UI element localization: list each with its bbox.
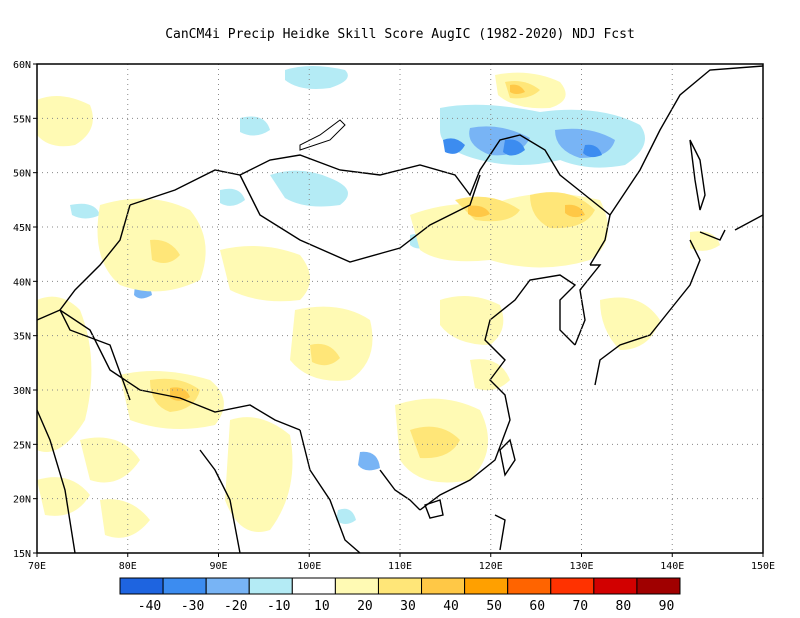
colorbar-label: 60 <box>529 599 545 614</box>
colorbar-swatch <box>464 577 509 595</box>
lat-tick-label: 60N <box>13 60 31 71</box>
map-gridlines <box>37 64 763 553</box>
lat-tick-label: 25N <box>13 440 31 451</box>
lon-tick-label: 100E <box>297 561 321 572</box>
colorbar-swatch <box>421 577 466 595</box>
lon-tick-label: 130E <box>569 561 593 572</box>
colorbar-swatch <box>507 577 552 595</box>
axis-ticks: 70E 80E 90E 100E 110E 120E 130E 140E 150E 15N 20N 2… <box>13 60 775 572</box>
colorbar-swatch <box>593 577 638 595</box>
lat-tick-label: 45N <box>13 223 31 234</box>
lat-tick-label: 15N <box>13 549 31 560</box>
colorbar-swatch <box>205 577 250 595</box>
colorbar-label: -40 <box>138 599 161 614</box>
colorbar-label: 50 <box>486 599 502 614</box>
lon-tick-label: 90E <box>209 561 227 572</box>
colorbar-label: 30 <box>400 599 416 614</box>
colorbar-label: -30 <box>181 599 204 614</box>
colorbar-swatch <box>248 577 293 595</box>
lat-tick-label: 20N <box>13 495 31 506</box>
colorbar-swatch <box>119 577 164 595</box>
colorbar-label: 20 <box>357 599 373 614</box>
chart-title: CanCM4i Precip Heidke Skill Score AugIC … <box>165 27 635 42</box>
colorbar-label: 80 <box>616 599 632 614</box>
lon-tick-label: 140E <box>660 561 684 572</box>
colorbar-label: -20 <box>224 599 247 614</box>
colorbar-label: 40 <box>443 599 459 614</box>
skill-score-shading <box>37 66 720 538</box>
lon-tick-label: 120E <box>479 561 503 572</box>
lat-tick-label: 50N <box>13 169 31 180</box>
lon-tick-label: 110E <box>388 561 412 572</box>
lat-tick-label: 35N <box>13 332 31 343</box>
colorbar-swatch <box>291 577 336 595</box>
lat-tick-label: 40N <box>13 277 31 288</box>
lon-tick-label: 70E <box>28 561 46 572</box>
colorbar-swatch <box>550 577 595 595</box>
colorbar: -40 -30 -20 -10 10 20 30 40 50 60 70 80 90 <box>119 577 681 614</box>
colorbar-label: 70 <box>572 599 588 614</box>
lat-tick-label: 30N <box>13 386 31 397</box>
colorbar-swatch <box>162 577 207 595</box>
lon-tick-label: 150E <box>751 561 775 572</box>
colorbar-label: -10 <box>267 599 290 614</box>
colorbar-swatch <box>636 577 681 595</box>
map-coastlines <box>37 65 763 553</box>
colorbar-swatch <box>334 577 379 595</box>
colorbar-swatch <box>377 577 423 595</box>
lat-tick-label: 55N <box>13 114 31 125</box>
colorbar-label: 90 <box>659 599 675 614</box>
lon-tick-label: 80E <box>119 561 137 572</box>
colorbar-label: 10 <box>314 599 330 614</box>
